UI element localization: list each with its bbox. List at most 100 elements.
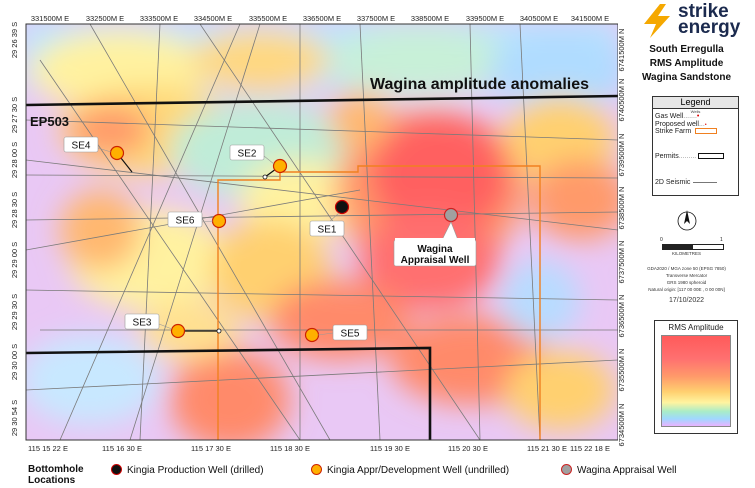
latitude-label: 29 27 30 S	[10, 97, 19, 133]
longitude-label: 115 18 30 E	[270, 444, 310, 453]
legend-item-label: 2D Seismic	[655, 179, 691, 186]
legend-box: Legend Wells Gas Well.......• Proposed w…	[652, 96, 739, 196]
well-se5-marker[interactable]	[304, 327, 320, 343]
northing-label: 6737500M N	[617, 241, 626, 284]
easting-label: 341500M E	[571, 14, 609, 23]
rms-scale-title: RMS Amplitude	[668, 323, 724, 332]
legend-item-strike-farm: Strike Farm	[655, 128, 718, 135]
longitude-label: 115 16 30 E	[102, 444, 142, 453]
latitude-label: 29 28 00 S	[10, 142, 19, 178]
legend-item-label: Strike Farm	[655, 128, 692, 135]
amplitude-map: SE4 SE2 SE6 SE1 Wagina Appraisal Well SE…	[10, 14, 618, 453]
left-latitude-labels: 29 26 39 S 29 27 30 S 29 28 00 S 29 28 3…	[10, 22, 19, 436]
longitude-label: 115 22 18 E	[570, 444, 610, 453]
legend-item-label: Gas Well	[655, 113, 684, 120]
scale-label: KILOMETRES	[671, 251, 701, 256]
permit-boundary	[26, 94, 618, 440]
easting-label: 338500M E	[411, 14, 449, 23]
well-se6-label: SE6	[176, 216, 195, 227]
well-se1-label: SE1	[318, 225, 337, 236]
legend-production-well-label: Kingia Production Well (drilled)	[127, 465, 264, 476]
well-surface-point	[262, 174, 268, 180]
northing-label: 6736500M N	[617, 295, 626, 338]
latitude-label: 29 29 00 S	[10, 242, 19, 278]
sidebar-title-line-1: South Erregulla	[649, 44, 724, 55]
north-arrow-icon	[677, 210, 697, 231]
lightning-icon	[644, 4, 670, 38]
northing-label: 6735500M N	[617, 349, 626, 392]
rms-color-scale: RMS Amplitude	[654, 320, 738, 434]
production-well-legend-icon	[111, 464, 122, 475]
legend-item-label: Permits	[655, 153, 679, 160]
easting-label: 339500M E	[466, 14, 504, 23]
easting-label: 333500M E	[140, 14, 178, 23]
legend-subheading: Wells	[690, 109, 701, 114]
legend-item-gas-well: Gas Well.......•	[655, 113, 700, 120]
appr-well-legend-icon	[311, 464, 322, 475]
logo-text-energy: energy	[678, 17, 741, 38]
right-northing-labels: 6741500M N 6740500M N 6739500M N 6738500…	[617, 29, 626, 447]
northing-label: 6734500M N	[617, 404, 626, 447]
logo-text-strike: strike	[678, 1, 729, 22]
top-easting-labels: 331500M E 332500M E 333500M E 334500M E …	[31, 14, 609, 23]
map-title: Wagina amplitude anomalies	[370, 76, 589, 93]
easting-label: 332500M E	[86, 14, 124, 23]
seismic-lines	[26, 24, 618, 440]
latitude-label: 29 26 39 S	[10, 22, 19, 58]
map-date: 17/10/2022	[668, 297, 705, 304]
northing-label: 6740500M N	[617, 79, 626, 122]
longitude-label: 115 20 30 E	[448, 444, 488, 453]
longitude-label: 115 19 30 E	[370, 444, 410, 453]
legend-item-label: Proposed well	[655, 121, 699, 128]
strike-energy-logo: strike energy	[640, 2, 750, 40]
bottomhole-legend: Bottomhole Locations Kingia Production W…	[0, 460, 755, 488]
well-se3-marker[interactable]	[170, 323, 186, 339]
easting-label: 334500M E	[194, 14, 232, 23]
legend-appraisal-well-label: Wagina Appraisal Well	[577, 465, 677, 476]
easting-label: 335500M E	[249, 14, 287, 23]
easting-label: 340500M E	[520, 14, 558, 23]
well-wagina-label: Wagina	[417, 244, 453, 255]
latitude-label: 29 28 30 S	[10, 192, 19, 228]
northing-label: 6738500M N	[617, 187, 626, 230]
legend-heading: Legend	[653, 97, 738, 109]
well-se6-marker[interactable]	[211, 213, 227, 229]
bottomhole-heading: Bottomhole Locations	[28, 464, 84, 486]
map-frame	[25, 23, 618, 441]
permit-label: EP503	[30, 114, 69, 129]
northing-label: 6739500M N	[617, 134, 626, 177]
projection-line-4: Natural origin: [117 00 00E , 0 00 00N]	[648, 287, 725, 292]
legend-item-permits: Permits.........	[655, 153, 725, 160]
easting-label: 336500M E	[303, 14, 341, 23]
bottomhole-heading-line-1: Bottomhole	[28, 464, 84, 475]
well-wagina-marker[interactable]	[443, 207, 459, 223]
well-surface-point	[216, 328, 222, 334]
sidebar-title-line-3: Wagina Sandstone	[641, 72, 732, 83]
legend-item-proposed-well: Proposed well...•	[655, 121, 707, 128]
bottomhole-heading-line-2: Locations	[28, 475, 76, 486]
well-callouts: SE4 SE2 SE6 SE1 Wagina Appraisal Well SE…	[63, 136, 477, 341]
latitude-label: 29 30 54 S	[10, 400, 19, 436]
latitude-label: 29 29 30 S	[10, 294, 19, 330]
scale-tick-1: 1	[720, 237, 723, 243]
well-se4-marker[interactable]	[109, 145, 125, 161]
well-se2-label: SE2	[238, 149, 257, 160]
longitude-label: 115 15 22 E	[28, 444, 68, 453]
longitude-label: 115 17 30 E	[191, 444, 231, 453]
easting-label: 337500M E	[357, 14, 395, 23]
well-se5-label: SE5	[341, 329, 360, 340]
well-se2-marker[interactable]	[272, 158, 288, 174]
well-wagina-label-2: Appraisal Well	[401, 255, 470, 266]
projection-line-1: GDA2020 / MGA zone 50 (EPSG 7850)	[647, 266, 726, 271]
rms-gradient-bar	[661, 335, 731, 427]
projection-line-2: Transverse Mercator	[665, 273, 708, 278]
legend-item-2d-seismic: 2D Seismic	[655, 179, 718, 186]
northing-label: 6741500M N	[617, 29, 626, 72]
strike-farm-boundary	[217, 165, 541, 440]
longitude-label: 115 21 30 E	[527, 444, 567, 453]
easting-label: 331500M E	[31, 14, 69, 23]
well-se4-label: SE4	[72, 141, 91, 152]
well-se1-marker[interactable]	[334, 199, 350, 215]
well-se3-label: SE3	[133, 318, 152, 329]
appraisal-well-legend-icon	[561, 464, 572, 475]
